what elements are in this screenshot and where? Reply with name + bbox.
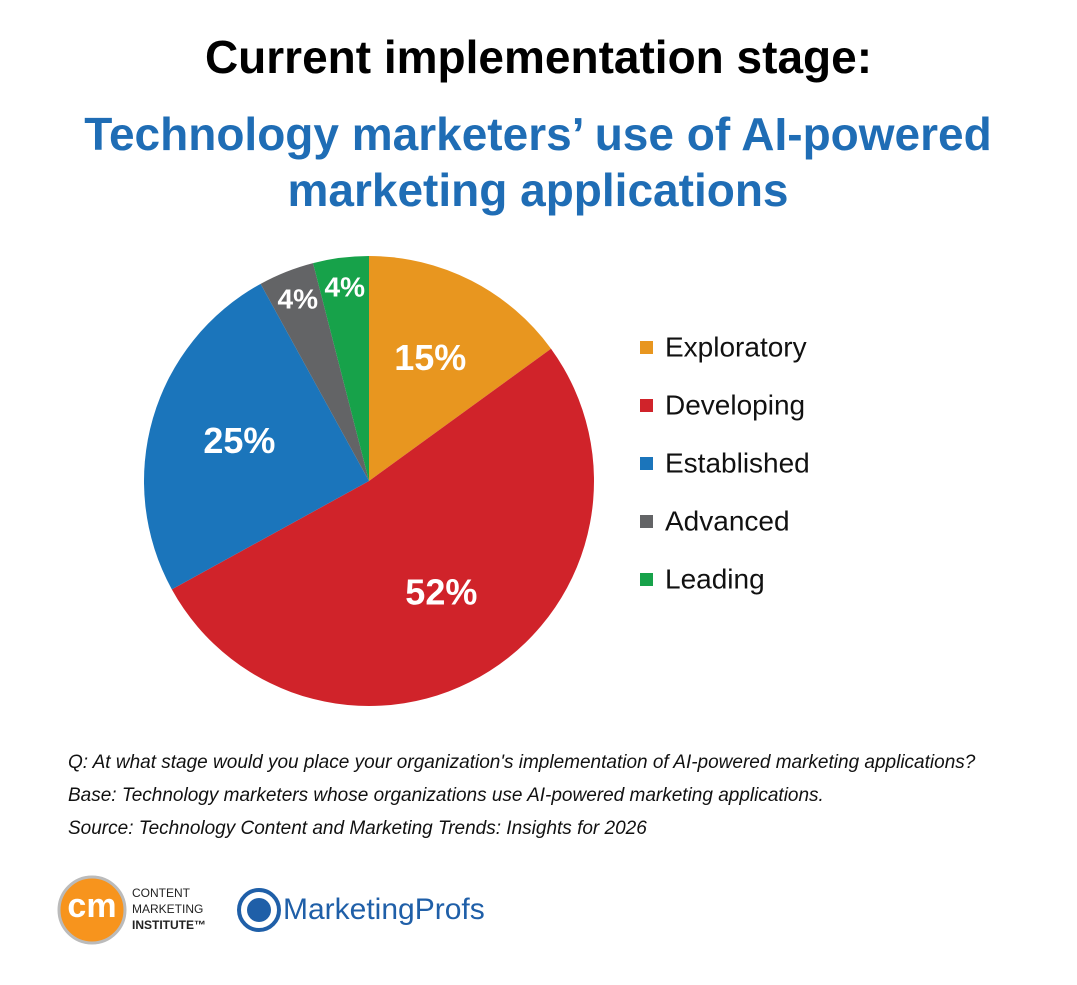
legend-swatch bbox=[640, 399, 653, 412]
data-label: 52% bbox=[405, 571, 477, 612]
legend-label: Leading bbox=[665, 563, 765, 594]
legend-swatch bbox=[640, 515, 653, 528]
cmi-logo: cm CONTENT MARKETING INSTITUTE™ bbox=[57, 875, 206, 945]
mprofs-logo: MarketingProfs bbox=[237, 888, 485, 932]
logo-bird bbox=[247, 898, 271, 922]
legend-label: Advanced bbox=[665, 505, 790, 536]
note: Q: At what stage would you place your or… bbox=[68, 752, 976, 773]
note: Base: Technology marketers whose organiz… bbox=[68, 785, 824, 806]
legend-label: Established bbox=[665, 447, 810, 478]
data-label: 25% bbox=[203, 420, 275, 461]
chart-title: Current implementation stage: bbox=[204, 31, 873, 83]
legend-label: Developing bbox=[665, 389, 805, 420]
logo-circle bbox=[57, 875, 127, 945]
legend-swatch bbox=[640, 341, 653, 354]
data-label: 4% bbox=[325, 271, 366, 302]
logo-text: INSTITUTE™ bbox=[132, 918, 206, 932]
logo-text: MARKETING bbox=[132, 902, 203, 916]
pie-slice bbox=[144, 283, 369, 590]
pie-slice bbox=[171, 348, 594, 706]
chart-subtitle: Technology marketers’ use of AI-powered … bbox=[84, 108, 992, 216]
note: Source: Technology Content and Marketing… bbox=[68, 818, 647, 839]
legend-label: Exploratory bbox=[665, 331, 807, 362]
logo-mark: cm bbox=[67, 887, 116, 925]
data-label: 4% bbox=[278, 283, 319, 314]
pie-slice bbox=[260, 263, 369, 481]
logo-text: CONTENT bbox=[132, 886, 191, 900]
logo-text: MarketingProfs bbox=[283, 893, 485, 926]
legend-swatch bbox=[640, 457, 653, 470]
pie-slice bbox=[313, 256, 369, 481]
notes: Q: At what stage would you place your or… bbox=[68, 752, 975, 851]
legend-swatch bbox=[640, 573, 653, 586]
data-label: 15% bbox=[394, 337, 466, 378]
pie-slice bbox=[369, 256, 552, 481]
